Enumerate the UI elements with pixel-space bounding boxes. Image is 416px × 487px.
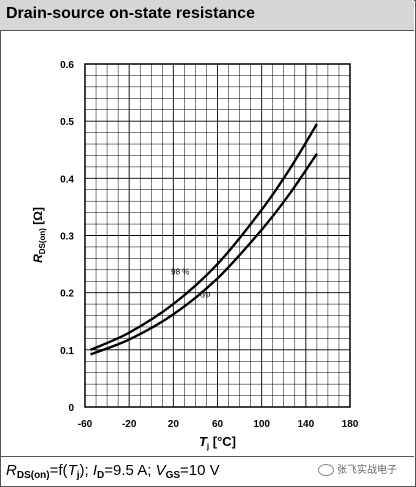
vgs-subscript: GS bbox=[165, 470, 181, 481]
watermark: 张飞实战电子 bbox=[318, 461, 397, 477]
plot-area-border bbox=[84, 63, 351, 408]
y-tick-label: 0.5 bbox=[60, 117, 74, 128]
vgs-value: =10 V bbox=[180, 462, 220, 479]
id-value: =9.5 A; bbox=[104, 462, 156, 479]
chart-svg: -60 -20 20 60 100 140 180 0 0.1 0.2 0.3 0.4 0.5 0.6 9… bbox=[31, 60, 359, 451]
x-tick-label: -60 bbox=[78, 419, 93, 430]
y-tick-label: 0.3 bbox=[60, 232, 74, 243]
x-tick-label: 140 bbox=[297, 419, 314, 430]
series-layer bbox=[90, 123, 318, 356]
grid-layer bbox=[84, 63, 351, 408]
x-axis-title: Tj [°C] bbox=[199, 434, 236, 451]
y-tick-label: 0.6 bbox=[60, 60, 74, 71]
chart-title: Drain-source on-state resistance bbox=[6, 5, 255, 22]
eq-f: =f( bbox=[49, 462, 68, 479]
y-tick-label: 0.4 bbox=[60, 174, 74, 185]
chart-footer: RDS(on)=f(Tj); ID=9.5 A; VGS=10 V bbox=[0, 456, 414, 486]
watermark-text: 张飞实战电子 bbox=[337, 465, 397, 476]
rds-symbol: R bbox=[6, 462, 17, 479]
id-symbol: I bbox=[92, 462, 98, 479]
wechat-icon bbox=[318, 464, 334, 477]
id-subscript: D bbox=[97, 470, 105, 481]
x-tick-label: 180 bbox=[342, 419, 359, 430]
series-label-98pct: 98 % bbox=[171, 267, 189, 276]
conditions-text: RDS(on)=f(Tj); ID=9.5 A; VGS=10 V bbox=[6, 462, 220, 481]
label-layer: 98 % typ Tj [°C] RDS(on) [Ω] bbox=[31, 207, 236, 451]
x-tick-label: -20 bbox=[122, 419, 137, 430]
tj-subscript: j bbox=[76, 470, 80, 481]
x-tick-label: 60 bbox=[212, 419, 224, 430]
y-tick-label: 0.2 bbox=[60, 289, 74, 300]
series-line-typ bbox=[90, 153, 318, 356]
tick-layer: -60 -20 20 60 100 140 180 0 0.1 0.2 0.3 0.4 0.5 0.6 bbox=[60, 60, 359, 430]
vgs-symbol: V bbox=[155, 462, 166, 479]
chart-header: Drain-source on-state resistance bbox=[0, 0, 414, 31]
x-tick-label: 20 bbox=[168, 419, 180, 430]
x-tick-label: 100 bbox=[253, 419, 270, 430]
y-axis-title: RDS(on) [Ω] bbox=[31, 207, 47, 263]
tj-symbol: T bbox=[67, 462, 77, 479]
series-line-98pct bbox=[90, 123, 318, 351]
rds-subscript: DS(on) bbox=[16, 470, 50, 481]
y-tick-label: 0.1 bbox=[60, 346, 74, 357]
sep1: ); bbox=[79, 462, 93, 479]
y-tick-label: 0 bbox=[68, 403, 74, 414]
series-label-typ: typ bbox=[200, 290, 211, 299]
